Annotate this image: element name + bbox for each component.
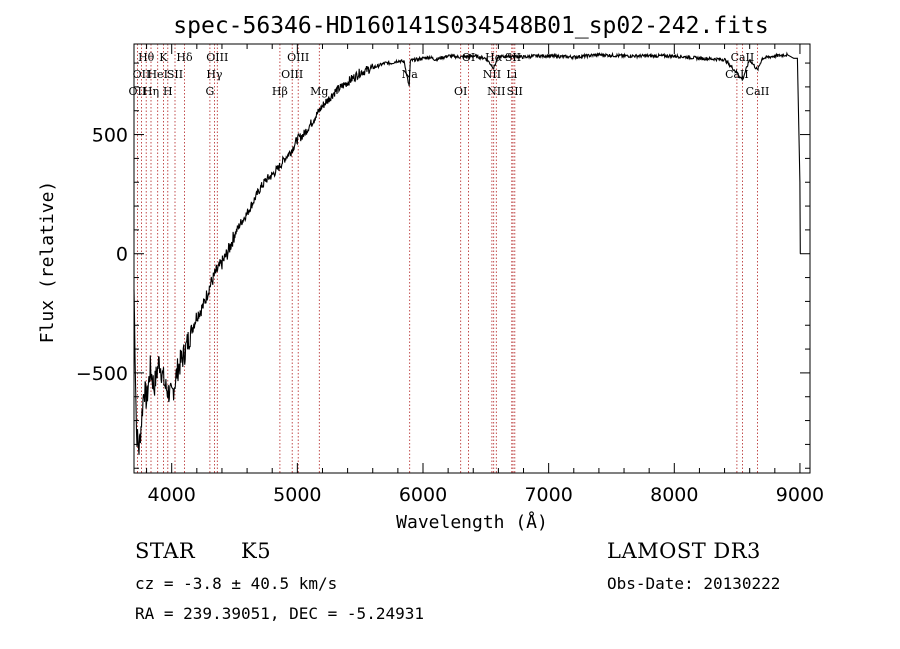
spectrum-series-line: [133, 51, 801, 455]
spectral-line-label: HeI: [147, 68, 167, 81]
spectral-line-label: NII: [487, 85, 505, 98]
y-tick-label: 0: [116, 244, 128, 266]
spectral-line-label: H: [163, 85, 173, 98]
spectral-line-label: Hθ: [138, 51, 155, 64]
observation-date: Obs-Date: 20130222: [607, 574, 781, 593]
spectral-line-label: Hδ: [176, 51, 193, 64]
spectral-line-label: OIII: [287, 51, 309, 64]
survey-name: LAMOST DR3: [607, 539, 761, 563]
spectral-line-label: CaII: [746, 85, 770, 98]
x-tick-label: 9000: [776, 484, 824, 506]
y-axis-label: Flux (relative): [37, 181, 58, 344]
spectral-line-label: OIII: [281, 68, 303, 81]
spectral-line-label: OII: [133, 68, 151, 81]
spectral-line-label: SII: [167, 68, 183, 81]
redshift-readout: cz = -3.8 ± 40.5 km/s: [135, 574, 338, 593]
coordinates-readout: RA = 239.39051, DEC = -5.24931: [135, 604, 424, 623]
spectral-line-label: Li: [506, 68, 517, 81]
spectral-line-label: Hη: [143, 85, 159, 98]
spectral-line-label: Hα: [485, 51, 503, 64]
axis-ticks: 4000 5000 6000 7000 8000 9000 −500 0 500: [76, 44, 824, 506]
y-tick-label: −500: [76, 363, 128, 385]
object-type: STAR: [135, 539, 196, 563]
x-tick-label: 4000: [148, 484, 196, 506]
x-axis-label: Wavelength (Å): [396, 511, 548, 533]
y-tick-label: 500: [92, 125, 128, 147]
spectral-line-label: OII: [129, 85, 147, 98]
spectral-line-label: SII: [507, 85, 523, 98]
spectral-line-label: CaII: [731, 51, 755, 64]
x-tick-label: 8000: [650, 484, 698, 506]
spectral-line-markers: [136, 44, 758, 473]
spectral-subclass: K5: [241, 539, 272, 563]
spectral-line-label: OI: [454, 85, 467, 98]
spectral-line-label: NII: [483, 68, 501, 81]
spectral-line-label: OIII: [206, 51, 228, 64]
spectral-line-label: Hβ: [272, 85, 288, 98]
spectral-line-label: K: [159, 51, 168, 64]
plot-frame: [133, 43, 811, 474]
x-tick-label: 6000: [399, 484, 447, 506]
chart-title: spec-56346-HD160141S034548B01_sp02-242.f…: [173, 13, 768, 39]
spectral-line-label: Hγ: [206, 68, 223, 81]
spectral-line-labels: OII OII Hθ Hη HeI K H SII Hδ G Hγ OIII Hβ OIII OIII Mg N…: [129, 51, 770, 98]
x-tick-label: 7000: [524, 484, 572, 506]
spectral-line-label: Mg: [310, 85, 328, 98]
spectral-line-label: G: [206, 85, 215, 98]
x-tick-label: 5000: [273, 484, 321, 506]
